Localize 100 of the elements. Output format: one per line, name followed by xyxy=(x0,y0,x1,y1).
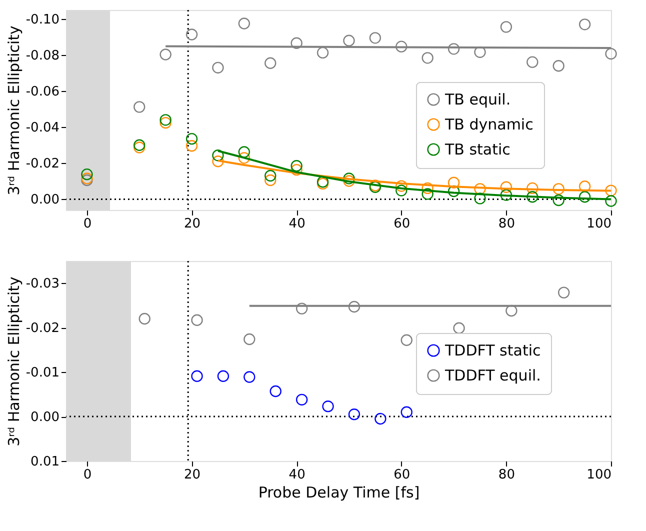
point xyxy=(422,52,434,64)
y-tick-label: -0.04 xyxy=(26,120,60,136)
point xyxy=(369,32,382,44)
point xyxy=(552,194,564,206)
point xyxy=(270,385,282,398)
x-tick-label: 0 xyxy=(83,216,92,232)
x-tick-label: 20 xyxy=(184,468,201,482)
point xyxy=(578,180,591,192)
point xyxy=(400,406,412,418)
point xyxy=(474,183,486,195)
point xyxy=(526,182,538,194)
y-tick-label: -0.01 xyxy=(26,366,60,381)
point xyxy=(348,408,360,420)
point xyxy=(605,48,617,60)
point xyxy=(348,300,360,313)
legend-label: TB dynamic xyxy=(444,116,534,134)
point xyxy=(191,370,203,382)
x-tick-label: 80 xyxy=(498,216,515,232)
point xyxy=(160,114,172,126)
point xyxy=(422,188,434,200)
point xyxy=(578,191,591,203)
point xyxy=(212,62,224,74)
point xyxy=(217,370,230,382)
x-tick-label: 100 xyxy=(586,216,612,232)
point xyxy=(500,181,512,193)
y-tick-label: -0.06 xyxy=(26,84,60,100)
point xyxy=(134,101,146,113)
y-tick-label: 0.00 xyxy=(30,410,60,426)
point xyxy=(290,37,302,49)
point xyxy=(134,139,146,151)
point xyxy=(374,412,386,425)
point xyxy=(244,333,256,346)
y-tick-label: -0.02 xyxy=(26,321,60,336)
x-tick-label: 0 xyxy=(83,468,92,482)
point xyxy=(474,192,486,204)
legend-label: TDDFT equil. xyxy=(444,366,541,384)
point xyxy=(343,175,355,187)
point xyxy=(558,286,570,298)
point xyxy=(422,182,434,194)
point xyxy=(448,176,460,188)
point xyxy=(316,46,329,59)
point xyxy=(160,48,172,60)
point xyxy=(296,394,308,406)
point xyxy=(500,21,512,33)
point xyxy=(552,60,564,72)
point xyxy=(453,322,465,334)
point xyxy=(578,18,591,30)
point xyxy=(396,180,408,192)
x-tick-label: 60 xyxy=(394,216,410,232)
point xyxy=(160,116,172,129)
point xyxy=(244,371,256,383)
x-tick-label: 100 xyxy=(586,468,612,482)
x-tick-label: 20 xyxy=(184,216,201,232)
y-tick-label: 0.01 xyxy=(30,454,60,470)
point xyxy=(296,302,308,314)
point xyxy=(500,189,512,201)
legend-label: TDDFT static xyxy=(444,342,541,360)
point xyxy=(605,184,617,196)
point xyxy=(474,46,486,58)
point xyxy=(186,28,198,40)
point xyxy=(186,140,198,152)
y-tick-label: -0.08 xyxy=(26,48,60,64)
point xyxy=(134,142,146,154)
point xyxy=(290,164,302,176)
point xyxy=(81,168,93,180)
y-tick-label: 0.00 xyxy=(30,192,60,208)
point xyxy=(400,334,412,346)
x-tick-label: 60 xyxy=(394,468,410,482)
point xyxy=(212,150,224,162)
y-tick-label: -0.02 xyxy=(26,156,60,172)
x-tick-label: 80 xyxy=(498,468,515,482)
point xyxy=(526,56,538,68)
point xyxy=(264,174,276,186)
x-axis-title: Probe Delay Time [fs] xyxy=(258,484,420,502)
x-tick-label: 40 xyxy=(288,216,306,232)
y-axis-title: 3ʳᵈ Harmonic Ellipticity xyxy=(4,276,23,446)
point xyxy=(290,160,302,172)
point xyxy=(396,40,408,52)
point xyxy=(264,57,276,69)
point xyxy=(605,195,617,207)
point xyxy=(138,312,150,325)
point xyxy=(322,400,334,412)
y-tick-label: -0.03 xyxy=(26,276,60,292)
point xyxy=(212,156,224,168)
point xyxy=(343,34,355,46)
point xyxy=(186,132,198,145)
point xyxy=(448,185,460,198)
point xyxy=(238,152,250,164)
point xyxy=(396,184,408,196)
y-tick-label: -0.10 xyxy=(26,12,60,28)
point xyxy=(238,146,250,158)
point xyxy=(343,172,355,184)
legend-label: TB equil. xyxy=(444,90,511,108)
point xyxy=(506,304,518,317)
point xyxy=(448,43,460,55)
point xyxy=(526,191,538,203)
point xyxy=(552,183,564,195)
point xyxy=(191,314,203,326)
point xyxy=(264,170,276,182)
x-tick-label: 40 xyxy=(288,468,306,482)
